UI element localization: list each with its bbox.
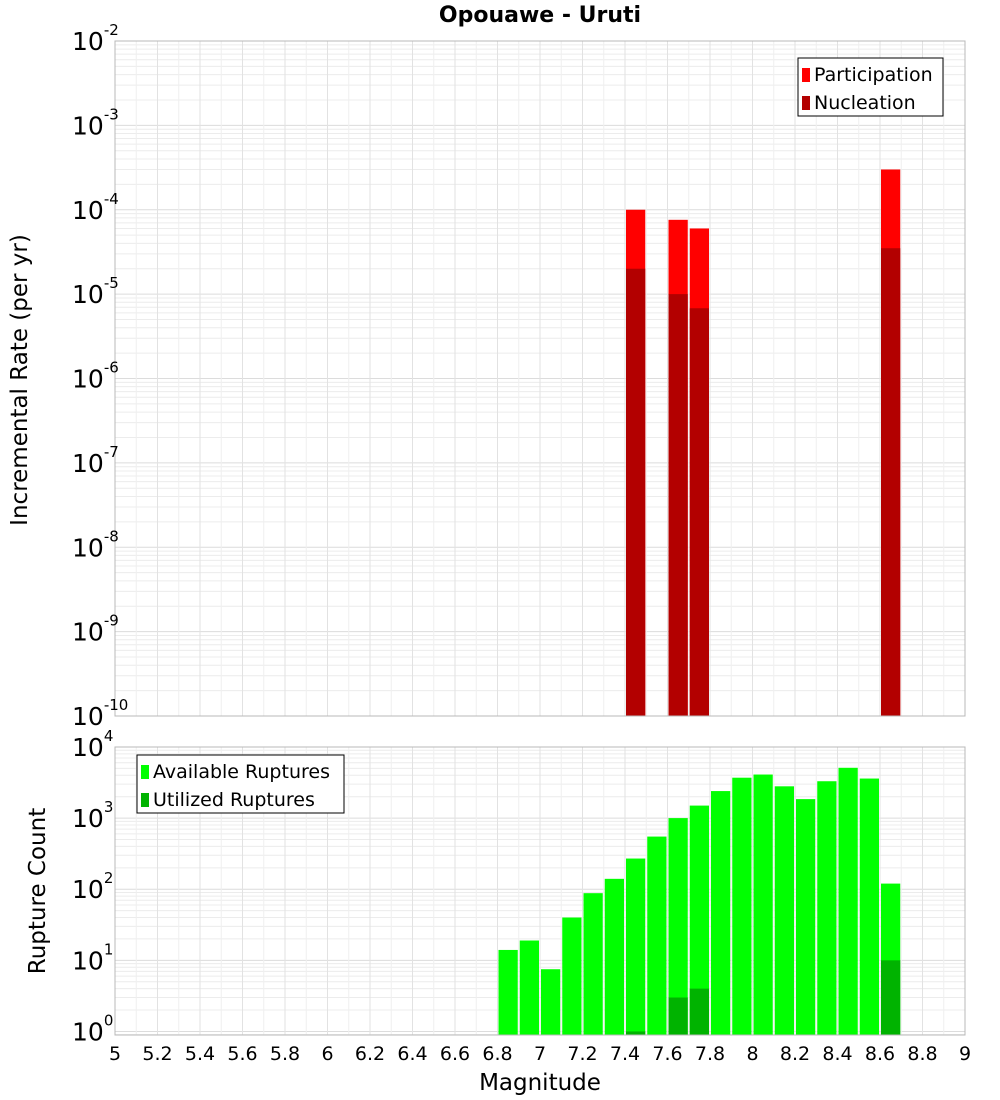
top-y-axis-title: Incremental Rate (per yr) (7, 234, 33, 526)
x-tick-label: 5.6 (227, 1043, 257, 1065)
bar-primary (604, 878, 624, 1035)
bar-primary (838, 767, 858, 1035)
legend-swatch (802, 68, 810, 82)
bar-primary (626, 858, 646, 1035)
bar-primary (647, 836, 667, 1035)
bar-primary (711, 791, 731, 1035)
y-tick-label: 102 (72, 869, 113, 904)
y-tick-label: 10-7 (72, 443, 119, 478)
bar-primary (774, 786, 794, 1035)
x-tick-label: 6.6 (440, 1043, 470, 1065)
y-tick-label: 100 (72, 1011, 113, 1046)
x-tick-label: 8 (746, 1043, 758, 1065)
bar-secondary (668, 997, 688, 1035)
x-tick-label: 5.8 (270, 1043, 300, 1065)
y-tick-label: 10-2 (72, 21, 119, 56)
plot-frame (114, 746, 966, 1036)
legend-label: Nucleation (814, 92, 916, 114)
legend-label: Utilized Ruptures (153, 789, 315, 811)
bar-primary (541, 969, 561, 1035)
y-tick-label: 10-10 (72, 696, 128, 731)
bar-primary (562, 917, 582, 1035)
x-tick-label: 8.4 (822, 1043, 852, 1065)
bar-primary (668, 818, 688, 1035)
panel-1: 100 101 102 103 104 Available Ruptures Utilize… (72, 727, 966, 1046)
y-tick-label: 10-5 (72, 274, 119, 309)
x-axis-title: Magnitude (479, 1070, 601, 1096)
bar-secondary (626, 1031, 646, 1035)
x-tick-label: 9 (959, 1043, 971, 1065)
legend-label: Available Ruptures (153, 761, 330, 783)
legend-swatch (141, 793, 149, 807)
bar-secondary (689, 988, 709, 1035)
bar-primary (732, 777, 752, 1035)
legend-box (136, 754, 345, 814)
y-tick-label: 103 (72, 798, 113, 833)
bar-primary (498, 949, 518, 1035)
bar-primary (689, 805, 709, 1035)
bar-primary (796, 799, 816, 1035)
bar-primary (753, 774, 773, 1035)
y-tick-label: 10-4 (72, 190, 119, 225)
y-tick-label: 10-6 (72, 359, 119, 394)
y-tick-label: 104 (72, 727, 113, 762)
legend-swatch (141, 765, 149, 779)
bar-secondary (689, 308, 709, 716)
bottom-y-axis-title: Rupture Count (25, 808, 51, 974)
x-tick-label: 8.2 (780, 1043, 810, 1065)
x-tick-label: 7.6 (652, 1043, 682, 1065)
legend-label: Participation (814, 64, 933, 86)
panel-0: 10-10 10-9 10-8 10-7 10-6 10-5 10-4 10-3 10-2 Par… (72, 21, 966, 731)
bar-secondary (668, 294, 688, 716)
x-tick-label: 7.4 (610, 1043, 640, 1065)
y-tick-label: 10-9 (72, 612, 119, 647)
y-tick-label: 101 (72, 940, 113, 975)
bar-secondary (881, 248, 901, 717)
x-tick-label: 5 (109, 1043, 121, 1065)
bar-secondary (626, 268, 646, 716)
bar-primary (583, 893, 603, 1035)
bar-primary (859, 778, 879, 1035)
x-tick-label: 7.8 (695, 1043, 725, 1065)
x-tick-label: 6.4 (397, 1043, 427, 1065)
y-tick-label: 10-3 (72, 105, 119, 140)
x-tick-label: 6.8 (482, 1043, 512, 1065)
chart-title: Opouawe - Uruti (439, 3, 641, 28)
bar-secondary (881, 960, 901, 1035)
plot-frame (114, 40, 966, 717)
bar-primary (519, 940, 539, 1035)
legend-box (797, 57, 944, 117)
x-tick-label: 8.6 (865, 1043, 895, 1065)
x-tick-label: 6 (321, 1043, 333, 1065)
x-tick-label: 7.2 (567, 1043, 597, 1065)
x-tick-label: 8.8 (907, 1043, 937, 1065)
y-tick-label: 10-8 (72, 527, 119, 562)
x-tick-label: 5.4 (185, 1043, 215, 1065)
x-tick-label: 5.2 (142, 1043, 172, 1065)
x-tick-label: 6.2 (355, 1043, 385, 1065)
x-tick-label: 7 (534, 1043, 546, 1065)
bar-primary (817, 781, 837, 1035)
legend-swatch (802, 96, 810, 110)
